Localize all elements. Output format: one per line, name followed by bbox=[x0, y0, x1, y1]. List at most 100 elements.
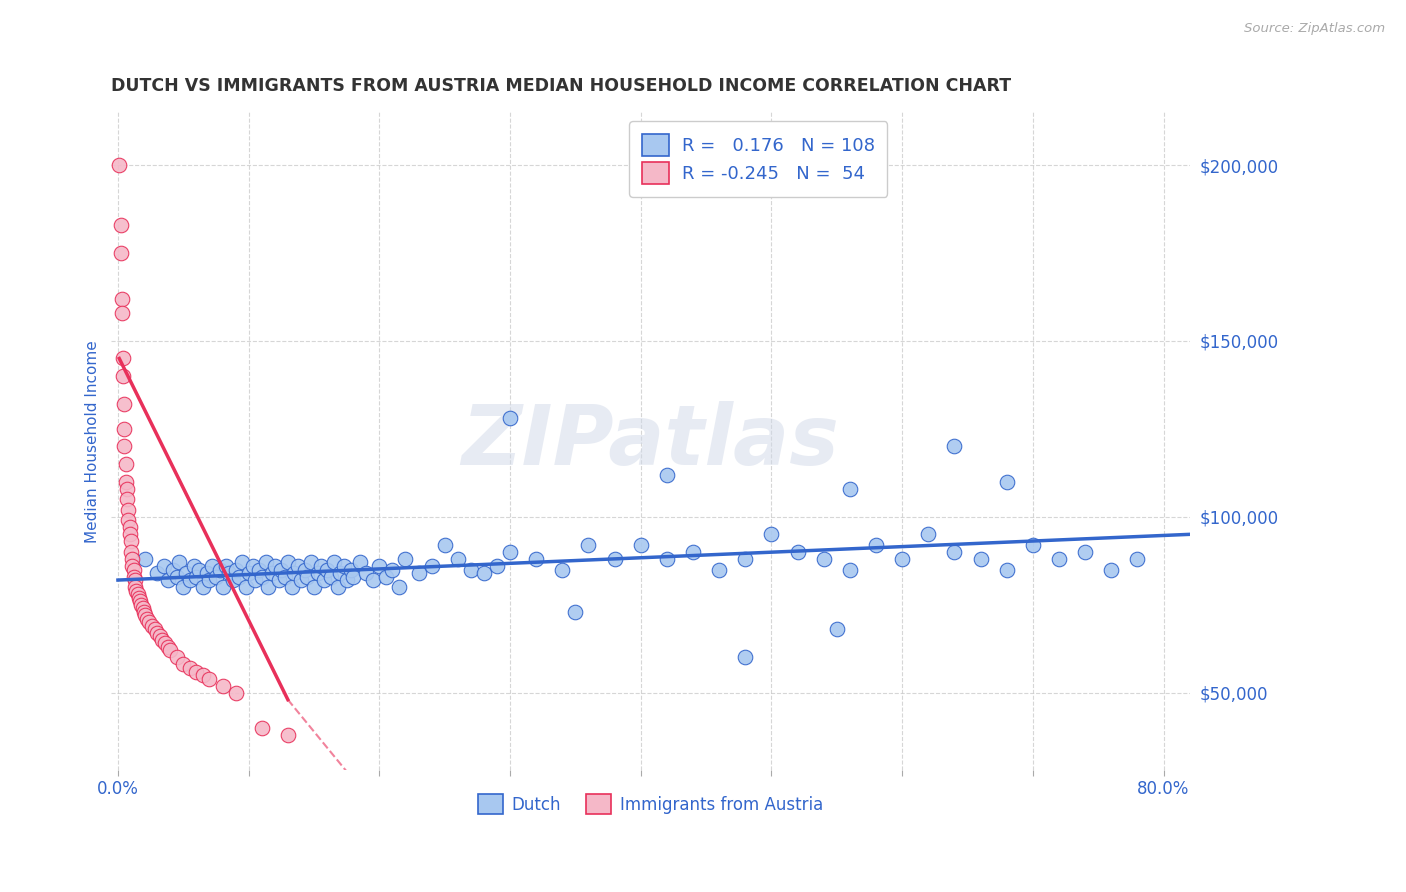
Point bbox=[143, 623, 166, 637]
Point bbox=[1074, 545, 1097, 559]
Point bbox=[299, 556, 322, 570]
Point bbox=[121, 559, 143, 574]
Point bbox=[786, 545, 808, 559]
Point bbox=[156, 640, 179, 654]
Point bbox=[339, 562, 361, 576]
Point bbox=[394, 552, 416, 566]
Point bbox=[734, 552, 756, 566]
Point bbox=[290, 573, 312, 587]
Point bbox=[825, 623, 848, 637]
Y-axis label: Median Household Income: Median Household Income bbox=[86, 340, 100, 542]
Point bbox=[172, 580, 194, 594]
Point bbox=[132, 601, 155, 615]
Point bbox=[235, 580, 257, 594]
Point bbox=[333, 559, 356, 574]
Point bbox=[813, 552, 835, 566]
Point bbox=[228, 569, 250, 583]
Point bbox=[943, 545, 966, 559]
Point bbox=[361, 573, 384, 587]
Point bbox=[150, 632, 173, 647]
Point bbox=[198, 573, 221, 587]
Point bbox=[114, 475, 136, 489]
Point bbox=[297, 569, 319, 583]
Point bbox=[247, 562, 270, 576]
Point bbox=[356, 566, 378, 580]
Point bbox=[149, 629, 172, 643]
Point bbox=[254, 556, 277, 570]
Point bbox=[943, 439, 966, 453]
Point bbox=[122, 569, 145, 583]
Point bbox=[108, 158, 131, 172]
Point bbox=[128, 591, 150, 605]
Point bbox=[838, 562, 860, 576]
Point bbox=[122, 562, 145, 576]
Point bbox=[1099, 562, 1122, 576]
Point bbox=[134, 608, 156, 623]
Point bbox=[336, 573, 359, 587]
Point bbox=[120, 545, 142, 559]
Point bbox=[294, 562, 316, 576]
Point bbox=[169, 556, 191, 570]
Point bbox=[329, 566, 352, 580]
Point bbox=[162, 562, 184, 576]
Point bbox=[368, 559, 391, 574]
Point bbox=[121, 552, 143, 566]
Point bbox=[153, 636, 176, 650]
Point bbox=[342, 569, 364, 583]
Point bbox=[179, 573, 201, 587]
Point bbox=[179, 661, 201, 675]
Point bbox=[630, 538, 652, 552]
Point bbox=[218, 566, 240, 580]
Point bbox=[472, 566, 495, 580]
Point bbox=[995, 562, 1018, 576]
Point bbox=[381, 562, 404, 576]
Point bbox=[682, 545, 704, 559]
Point bbox=[374, 569, 396, 583]
Point bbox=[270, 562, 292, 576]
Point bbox=[388, 580, 411, 594]
Point bbox=[156, 573, 179, 587]
Point bbox=[114, 422, 136, 436]
Point bbox=[138, 615, 160, 630]
Point bbox=[174, 566, 197, 580]
Point bbox=[761, 527, 783, 541]
Point bbox=[198, 672, 221, 686]
Point bbox=[316, 562, 339, 576]
Point bbox=[499, 545, 522, 559]
Point bbox=[250, 721, 273, 735]
Point bbox=[215, 559, 238, 574]
Point bbox=[277, 728, 299, 742]
Point bbox=[447, 552, 470, 566]
Point bbox=[734, 650, 756, 665]
Point bbox=[225, 685, 247, 699]
Point bbox=[551, 562, 574, 576]
Point bbox=[208, 562, 231, 576]
Point bbox=[408, 566, 430, 580]
Point bbox=[281, 580, 304, 594]
Point bbox=[211, 580, 233, 594]
Point bbox=[707, 562, 730, 576]
Point bbox=[225, 562, 247, 576]
Point bbox=[250, 569, 273, 583]
Point bbox=[131, 598, 153, 612]
Point bbox=[262, 566, 284, 580]
Point bbox=[865, 538, 887, 552]
Point bbox=[420, 559, 443, 574]
Point bbox=[460, 562, 482, 576]
Point bbox=[110, 218, 132, 232]
Point bbox=[117, 513, 139, 527]
Point bbox=[314, 573, 336, 587]
Point bbox=[141, 619, 163, 633]
Point bbox=[118, 527, 141, 541]
Point bbox=[917, 527, 939, 541]
Point bbox=[166, 569, 188, 583]
Point bbox=[124, 580, 146, 594]
Point bbox=[257, 580, 280, 594]
Point bbox=[186, 569, 208, 583]
Point bbox=[134, 552, 156, 566]
Point bbox=[132, 605, 155, 619]
Point bbox=[263, 559, 285, 574]
Point bbox=[112, 351, 135, 366]
Point bbox=[111, 306, 134, 320]
Point bbox=[146, 566, 169, 580]
